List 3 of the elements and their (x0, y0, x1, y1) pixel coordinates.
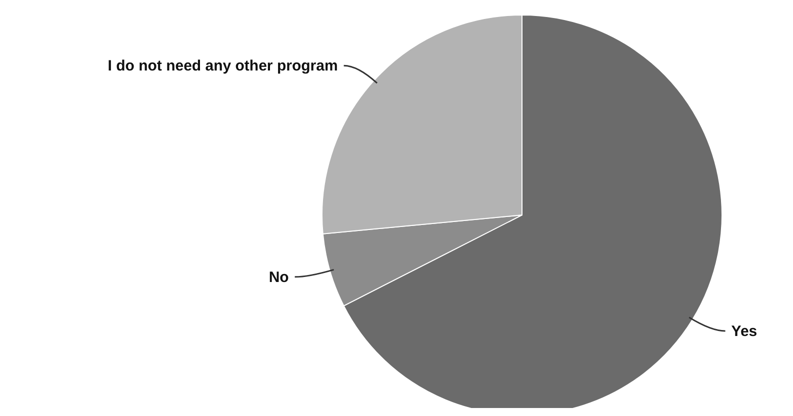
slice-label: No (268, 268, 289, 286)
slice-label: I do not need any other program (108, 58, 338, 75)
slice-label: Yes (731, 322, 758, 340)
